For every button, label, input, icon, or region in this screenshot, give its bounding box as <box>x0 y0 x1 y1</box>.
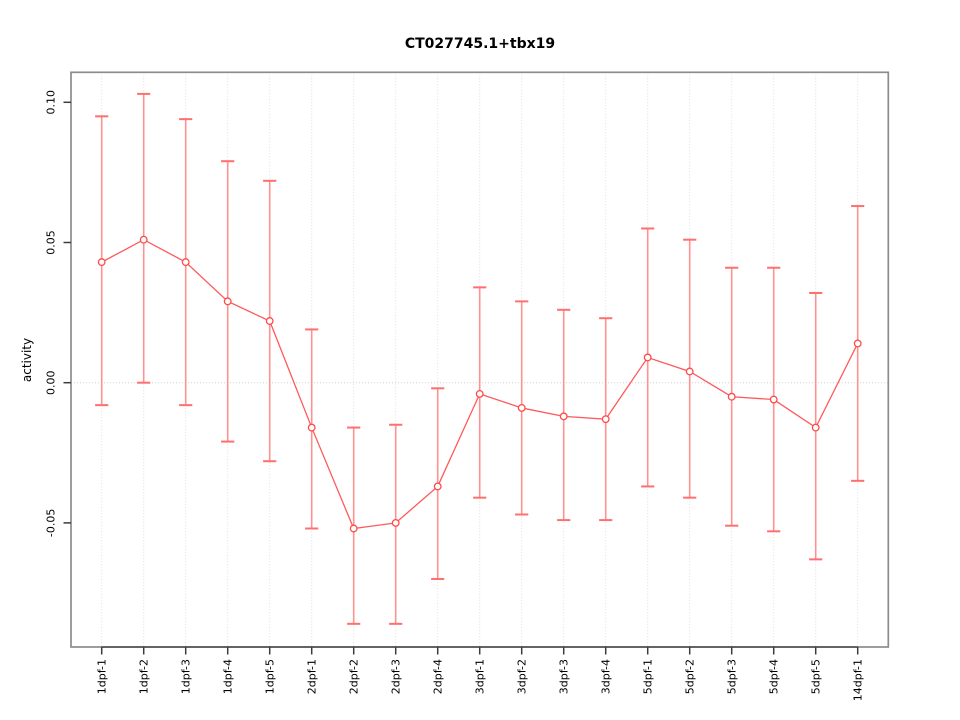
x-tick-label: 2dpf-1 <box>306 659 319 694</box>
y-tick-label: -0.05 <box>45 509 58 537</box>
x-tick-label: 5dpf-1 <box>642 659 655 694</box>
x-tick-label: 3dpf-1 <box>474 659 487 694</box>
data-point <box>727 392 736 401</box>
x-tick-label: 1dpf-1 <box>96 659 109 694</box>
x-tick-label: 5dpf-2 <box>684 659 697 694</box>
x-tick-label: 2dpf-4 <box>432 659 445 694</box>
data-point <box>685 367 694 376</box>
x-tick-label: 3dpf-2 <box>516 659 529 694</box>
x-tick-label: 3dpf-3 <box>558 659 571 694</box>
data-point <box>391 518 400 527</box>
x-tick-label: 1dpf-5 <box>264 659 277 694</box>
x-tick-label: 1dpf-4 <box>222 659 235 694</box>
data-point <box>265 317 274 325</box>
x-tick-label: 1dpf-3 <box>180 659 193 694</box>
y-axis-title: activity <box>20 337 34 383</box>
x-tick-label: 5dpf-3 <box>726 659 739 694</box>
data-point <box>349 524 358 533</box>
plot-title: CT027745.1+tbx19 <box>404 36 556 52</box>
x-tick-label: 1dpf-2 <box>138 659 151 694</box>
data-point <box>643 353 652 362</box>
data-point <box>475 389 484 398</box>
x-tick-label: 14dpf-1 <box>852 659 865 701</box>
data-point <box>559 412 568 421</box>
data-point <box>517 403 526 412</box>
data-point <box>769 395 778 404</box>
data-point <box>139 235 148 244</box>
data-point <box>97 258 106 267</box>
data-point <box>811 423 820 432</box>
y-tick-label: 0.05 <box>45 230 58 255</box>
y-tick-label: 0.10 <box>45 90 58 115</box>
x-tick-label: 3dpf-4 <box>600 659 613 694</box>
x-tick-label: 2dpf-3 <box>390 659 403 694</box>
data-point <box>601 415 610 424</box>
y-tick-label: 0.00 <box>45 370 58 395</box>
x-tick-label: 2dpf-2 <box>348 659 361 694</box>
data-point <box>223 297 232 306</box>
data-point <box>853 339 862 348</box>
x-tick-label: 5dpf-5 <box>810 659 823 694</box>
data-point <box>307 423 316 432</box>
data-point <box>181 258 190 267</box>
x-tick-label: 5dpf-4 <box>768 659 781 694</box>
data-point <box>433 482 442 491</box>
